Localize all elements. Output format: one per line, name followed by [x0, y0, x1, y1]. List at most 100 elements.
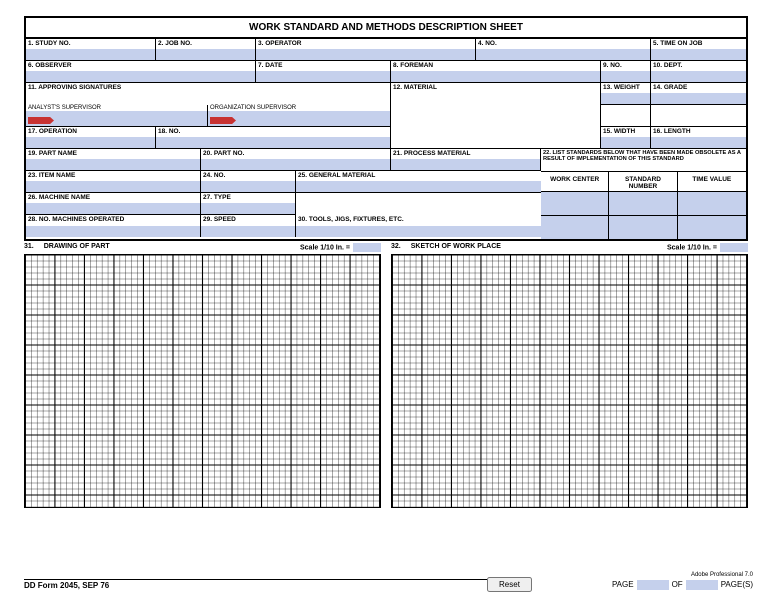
label-no-9: 9. NO. — [601, 61, 650, 70]
input-std-number-2[interactable] — [609, 215, 677, 239]
input-weight[interactable] — [601, 93, 650, 104]
label-no-18: 18. NO. — [156, 127, 390, 136]
sign-here-icon — [28, 117, 54, 124]
input-time-value-1[interactable] — [678, 191, 746, 215]
input-type[interactable] — [201, 203, 295, 214]
label-process-material: 21. PROCESS MATERIAL — [391, 149, 540, 158]
col-time-value: TIME VALUE — [678, 171, 746, 191]
input-work-center-2[interactable] — [541, 215, 609, 239]
row-4: 17. OPERATION 18. NO. 15. WIDTH 16. LENG… — [26, 127, 746, 149]
grid-drawing — [24, 254, 381, 508]
label-general-material: 25. GENERAL MATERIAL — [296, 171, 541, 180]
label-grade: 14. GRADE — [651, 83, 746, 92]
label-machines-operated: 28. NO. MACHINES OPERATED — [26, 215, 200, 224]
form-container: WORK STANDARD AND METHODS DESCRIPTION SH… — [24, 16, 748, 241]
input-no-18[interactable] — [156, 137, 390, 148]
label-no-4: 4. NO. — [476, 39, 650, 48]
input-operator[interactable] — [256, 49, 475, 60]
input-time-on-job[interactable] — [651, 49, 746, 60]
label-part-no: 20. PART NO. — [201, 149, 390, 158]
input-dept[interactable] — [651, 71, 746, 82]
input-observer[interactable] — [26, 71, 255, 82]
label-study-no: 1. STUDY NO. — [26, 39, 155, 48]
input-no-4[interactable] — [476, 49, 650, 60]
label-observer: 6. OBSERVER — [26, 61, 255, 70]
input-length[interactable] — [651, 137, 746, 148]
label-material: 12. MATERIAL — [391, 83, 600, 92]
input-tools-jigs[interactable] — [296, 226, 541, 237]
input-date[interactable] — [256, 71, 390, 82]
label-no-24: 24. NO. — [201, 171, 295, 180]
input-width[interactable] — [601, 137, 650, 148]
label-job-no: 2. JOB NO. — [156, 39, 255, 48]
label-speed: 29. SPEED — [201, 215, 295, 224]
input-item-name[interactable] — [26, 181, 200, 192]
input-machine-name[interactable] — [26, 203, 200, 214]
t31: DRAWING OF PART — [38, 243, 300, 252]
label-analyst-supervisor: ANALYST'S SUPERVISOR — [26, 105, 207, 111]
label-weight: 13. WEIGHT — [601, 83, 650, 92]
input-analyst-supervisor[interactable] — [26, 111, 207, 126]
input-general-material[interactable] — [296, 181, 541, 192]
input-operation[interactable] — [26, 137, 155, 148]
row-6-8: 23. ITEM NAME 24. NO. 25. GENERAL MATERI… — [26, 171, 746, 239]
grid-sketch — [391, 254, 748, 508]
form-title: WORK STANDARD AND METHODS DESCRIPTION SH… — [26, 18, 746, 39]
label-foreman: 8. FOREMAN — [391, 61, 600, 70]
label-machine-name: 26. MACHINE NAME — [26, 193, 200, 202]
input-scale-31[interactable] — [353, 243, 381, 252]
input-pages-total[interactable] — [686, 580, 718, 590]
row-5: 19. PART NAME 20. PART NO. 21. PROCESS M… — [26, 149, 746, 171]
row-3: 11. APPROVING SIGNATURES 12. MATERIAL 13… — [26, 83, 746, 105]
input-no-24[interactable] — [201, 181, 295, 192]
input-no-9[interactable] — [601, 71, 650, 82]
sketch-of-workplace: 32. SKETCH OF WORK PLACE Scale 1/10 In. … — [391, 241, 748, 508]
label-item-name: 23. ITEM NAME — [26, 171, 200, 180]
label-time-on-job: 5. TIME ON JOB — [651, 39, 746, 48]
pages-label: PAGE(S) — [721, 580, 753, 589]
n31: 31. — [24, 243, 34, 252]
label-approving-sigs: 11. APPROVING SIGNATURES — [26, 83, 390, 92]
footer: DD Form 2045, SEP 76 Reset PAGE OF PAGE(… — [24, 577, 753, 592]
input-scale-32[interactable] — [720, 243, 748, 252]
label-org-supervisor: ORGANIZATION SUPERVISOR — [208, 105, 390, 111]
input-process-material[interactable] — [391, 159, 540, 170]
input-machines-operated[interactable] — [26, 226, 200, 237]
input-page[interactable] — [637, 580, 669, 590]
label-part-name: 19. PART NAME — [26, 149, 200, 158]
input-foreman[interactable] — [391, 71, 600, 82]
label-length: 16. LENGTH — [651, 127, 746, 136]
graph-section: 31. DRAWING OF PART Scale 1/10 In. = 32.… — [24, 241, 748, 508]
t32: SKETCH OF WORK PLACE — [405, 243, 667, 252]
label-width: 15. WIDTH — [601, 127, 650, 136]
label-dept: 10. DEPT. — [651, 61, 746, 70]
label-operator: 3. OPERATOR — [256, 39, 475, 48]
label-type: 27. TYPE — [201, 193, 295, 202]
input-job-no[interactable] — [156, 49, 255, 60]
reset-button[interactable]: Reset — [487, 577, 532, 592]
col-std-number: STANDARD NUMBER — [609, 171, 677, 191]
label-operation: 17. OPERATION — [26, 127, 155, 136]
input-speed[interactable] — [201, 226, 295, 237]
label-list-standards: 22. LIST STANDARDS BELOW THAT HAVE BEEN … — [541, 149, 746, 164]
col-work-center: WORK CENTER — [541, 171, 609, 191]
input-grade[interactable] — [651, 93, 746, 104]
input-part-name[interactable] — [26, 159, 200, 170]
of-label: OF — [672, 580, 683, 589]
scale-32: Scale 1/10 In. = — [667, 243, 748, 252]
input-study-no[interactable] — [26, 49, 155, 60]
page-label: PAGE — [612, 580, 634, 589]
input-part-no[interactable] — [201, 159, 390, 170]
row-1: 1. STUDY NO. 2. JOB NO. 3. OPERATOR 4. N… — [26, 39, 746, 61]
input-org-supervisor[interactable] — [208, 111, 390, 126]
input-std-number-1[interactable] — [609, 191, 677, 215]
sign-here-icon — [210, 117, 236, 124]
input-work-center-1[interactable] — [541, 191, 609, 215]
drawing-of-part: 31. DRAWING OF PART Scale 1/10 In. = — [24, 241, 381, 508]
row-2: 6. OBSERVER 7. DATE 8. FOREMAN 9. NO. 10… — [26, 61, 746, 83]
scale-31: Scale 1/10 In. = — [300, 243, 381, 252]
input-time-value-2[interactable] — [678, 215, 746, 239]
label-date: 7. DATE — [256, 61, 390, 70]
form-id: DD Form 2045, SEP 76 — [24, 579, 487, 590]
standards-subtable: WORK CENTER STANDARD NUMBER TIME VALUE — [541, 171, 746, 239]
